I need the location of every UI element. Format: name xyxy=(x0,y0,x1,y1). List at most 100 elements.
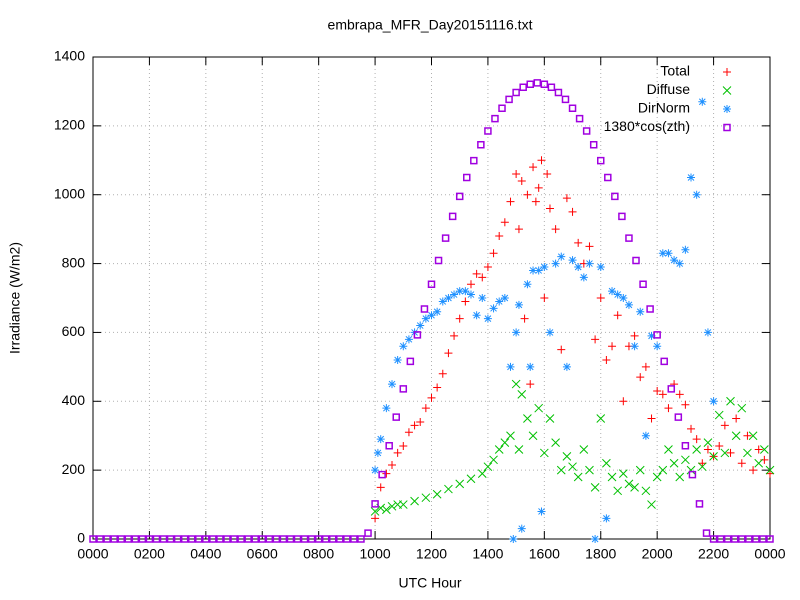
point xyxy=(562,362,571,371)
point xyxy=(371,466,380,475)
point xyxy=(589,141,598,149)
point xyxy=(748,431,758,441)
point xyxy=(720,421,729,430)
point xyxy=(597,156,605,165)
point xyxy=(500,294,509,302)
point xyxy=(766,469,774,478)
point xyxy=(681,455,690,465)
point xyxy=(664,249,673,258)
point xyxy=(463,173,471,182)
point xyxy=(387,501,397,511)
point xyxy=(658,465,668,475)
chart-title: embrapa_MFR_Day20151116.txt xyxy=(328,17,533,33)
point xyxy=(421,493,431,503)
point xyxy=(613,311,622,320)
point xyxy=(466,474,476,484)
point xyxy=(720,448,730,458)
y-tick-label: 1200 xyxy=(54,117,85,133)
point xyxy=(416,417,425,426)
point xyxy=(498,104,506,113)
point xyxy=(636,307,645,316)
point xyxy=(561,95,570,104)
point xyxy=(404,428,413,437)
point xyxy=(670,256,679,265)
point xyxy=(726,396,735,406)
y-axis-label: Irradiance (W/m2) xyxy=(7,242,23,354)
point xyxy=(410,496,419,506)
point xyxy=(585,259,594,268)
point xyxy=(223,535,231,543)
point xyxy=(517,176,526,185)
point xyxy=(477,469,487,478)
point xyxy=(551,438,560,447)
x-tick-label: 0800 xyxy=(303,546,334,562)
point xyxy=(398,500,408,509)
point xyxy=(528,431,538,441)
point xyxy=(667,385,676,393)
point xyxy=(562,194,571,203)
point xyxy=(675,390,684,399)
point xyxy=(230,535,238,543)
point xyxy=(307,535,316,543)
point xyxy=(500,438,510,447)
point xyxy=(433,307,442,316)
point xyxy=(427,280,436,288)
point xyxy=(500,218,509,227)
x-tick-label: 0000 xyxy=(754,546,785,562)
point xyxy=(382,469,391,478)
point xyxy=(329,535,337,543)
point xyxy=(251,535,259,543)
point xyxy=(765,465,775,475)
point xyxy=(461,297,470,306)
point xyxy=(692,190,701,199)
point xyxy=(399,442,408,451)
x-tick-label: 1000 xyxy=(360,546,391,562)
point xyxy=(489,455,498,465)
point xyxy=(714,410,724,420)
point xyxy=(506,362,515,371)
point xyxy=(607,472,617,482)
point xyxy=(517,524,526,533)
point xyxy=(613,486,623,496)
point xyxy=(202,535,210,543)
point xyxy=(392,413,400,421)
point xyxy=(574,238,583,247)
point xyxy=(611,192,619,201)
point xyxy=(545,328,554,337)
point xyxy=(591,535,600,543)
point xyxy=(382,404,391,413)
point xyxy=(575,114,584,123)
point xyxy=(432,489,442,499)
point xyxy=(444,294,453,302)
point xyxy=(272,535,281,543)
point xyxy=(596,414,606,423)
point xyxy=(166,535,175,543)
point xyxy=(545,204,554,213)
point xyxy=(483,263,492,272)
point xyxy=(557,252,566,261)
point xyxy=(653,342,662,351)
point xyxy=(477,141,485,149)
point xyxy=(703,328,712,337)
point xyxy=(520,314,529,323)
point xyxy=(647,414,656,423)
point xyxy=(495,232,504,241)
point xyxy=(357,535,365,543)
point xyxy=(568,207,577,216)
point xyxy=(624,300,633,309)
point xyxy=(531,197,540,206)
point xyxy=(590,483,600,492)
point xyxy=(265,535,274,543)
point xyxy=(754,458,764,468)
point xyxy=(382,505,391,515)
point xyxy=(681,245,690,254)
legend-label: Total xyxy=(660,63,690,79)
point xyxy=(293,535,302,543)
point xyxy=(543,170,552,179)
point xyxy=(738,535,746,543)
point xyxy=(646,305,654,313)
point xyxy=(526,380,535,389)
point xyxy=(399,385,408,393)
point xyxy=(534,266,543,275)
